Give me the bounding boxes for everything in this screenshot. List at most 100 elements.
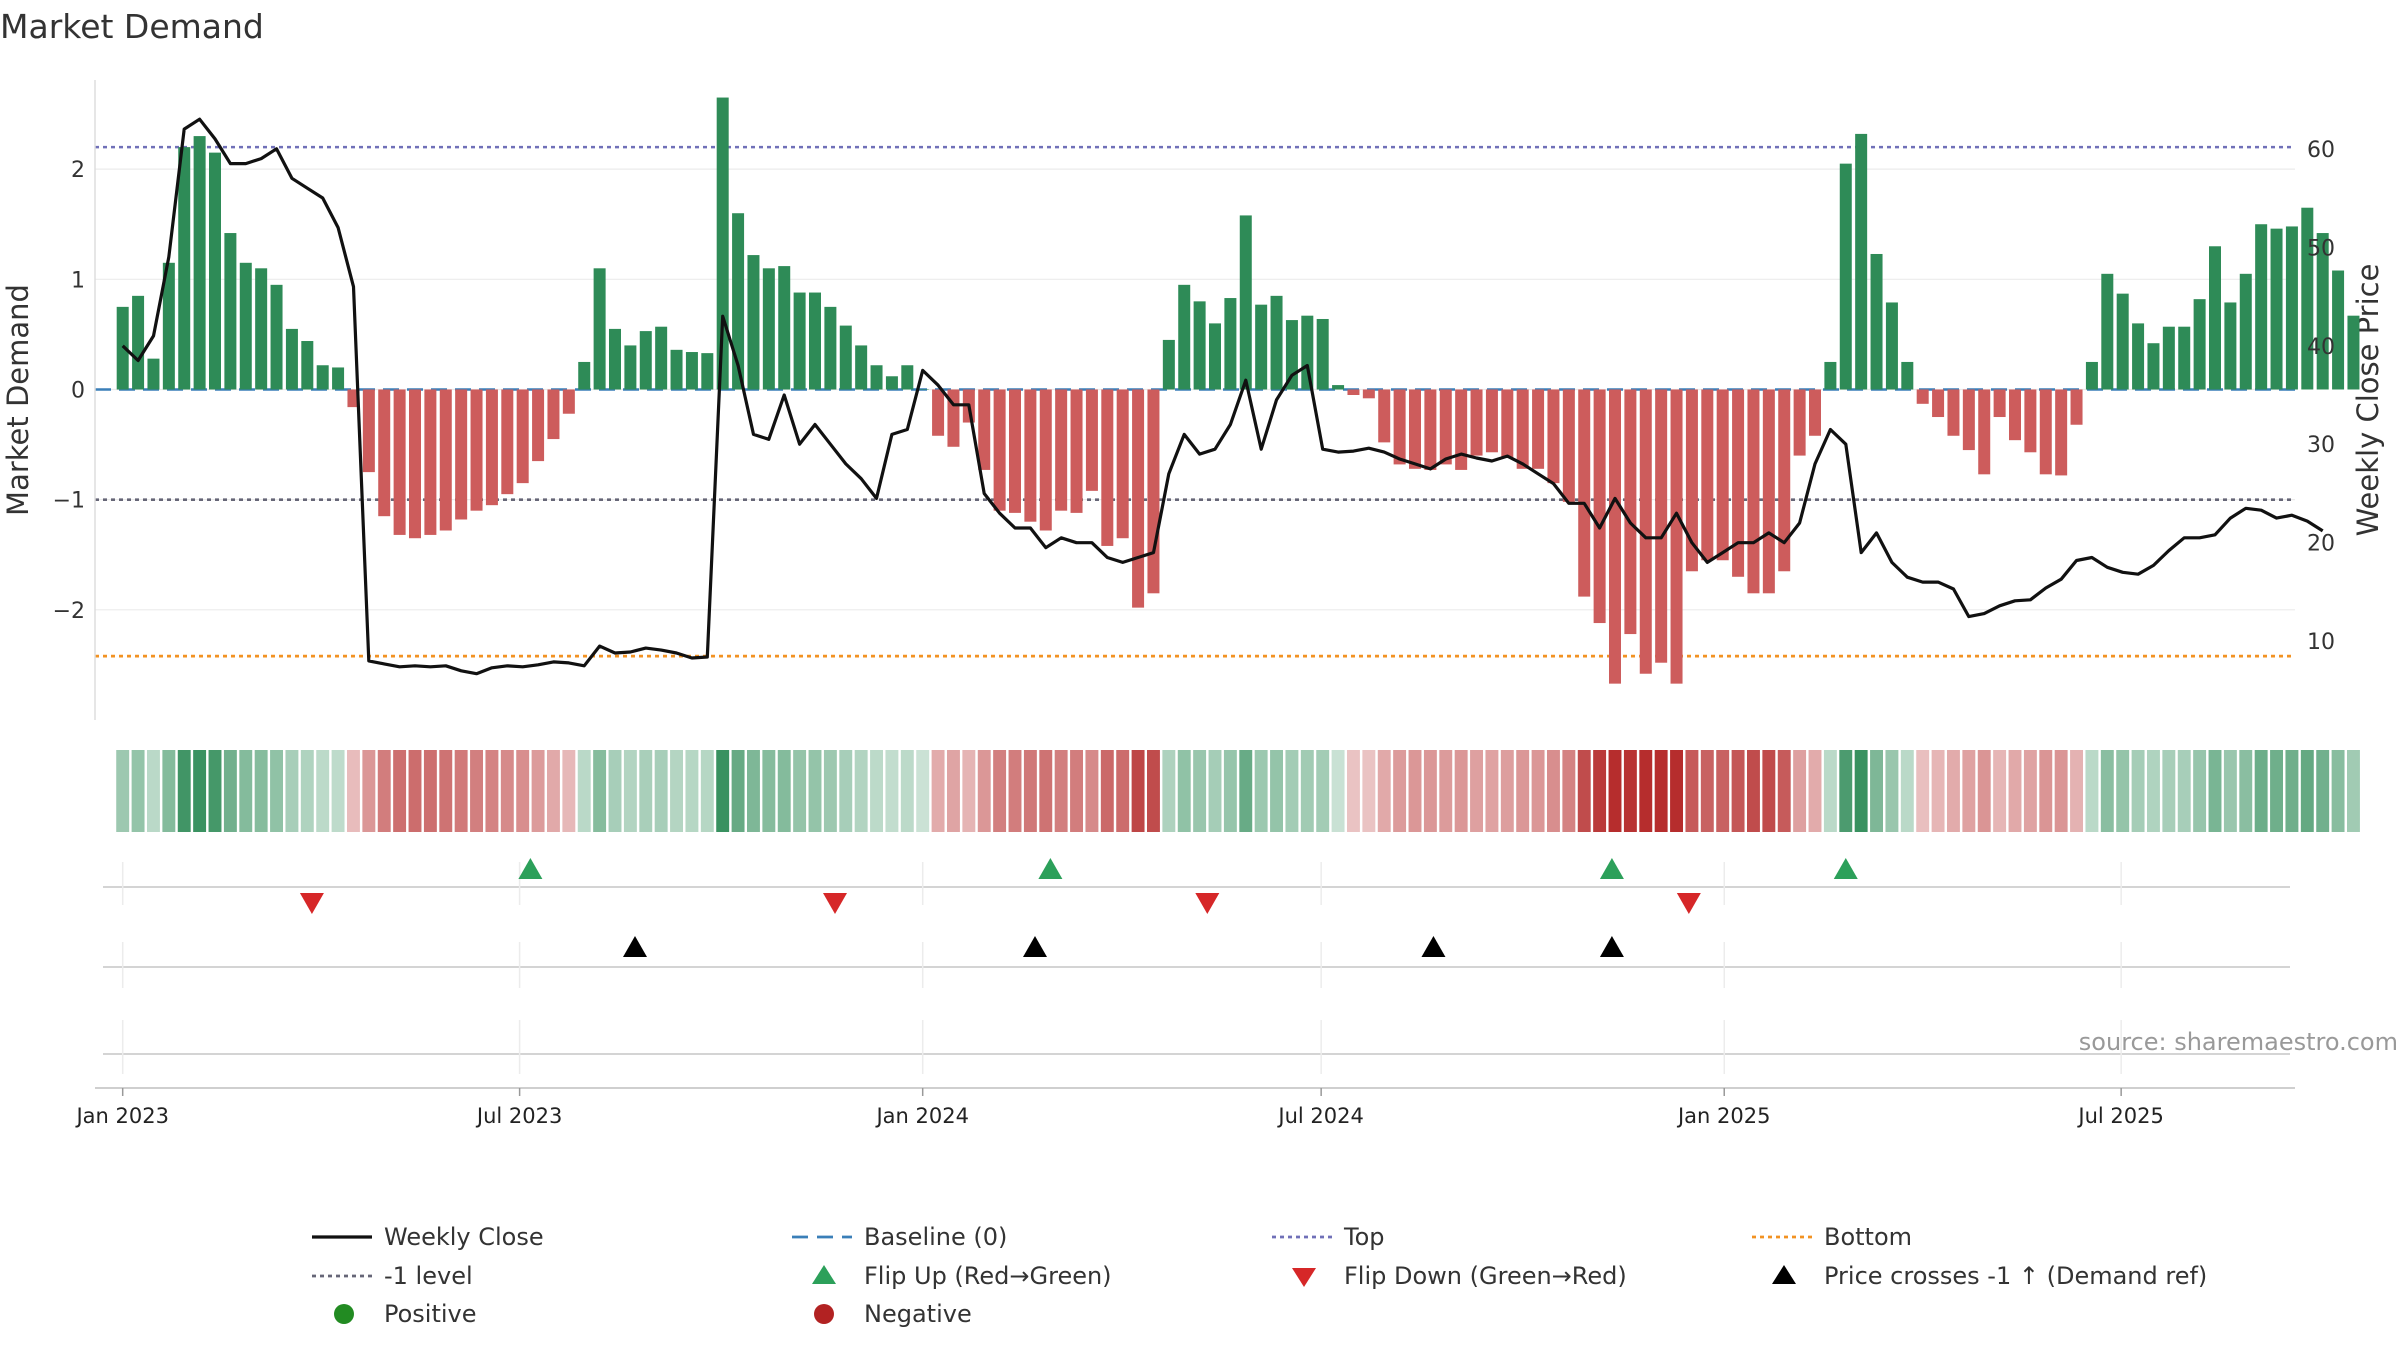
left-tick-label: −1 (53, 489, 85, 514)
heat-cell (577, 750, 591, 832)
negative-bar (1532, 389, 1545, 469)
heat-cell (2316, 750, 2330, 832)
legend-label: Bottom (1824, 1223, 1912, 1251)
heat-cell (1931, 750, 1945, 832)
negative-bar (993, 389, 1006, 511)
positive-bar (685, 352, 698, 390)
negative-bar (1639, 389, 1652, 674)
negative-bar (2024, 389, 2037, 453)
heat-cell (1116, 750, 1130, 832)
positive-bar (2162, 326, 2175, 390)
heat-cell (1916, 750, 1930, 832)
negative-bar (1655, 389, 1668, 663)
negative-bar (1685, 389, 1698, 572)
positive-bar (2209, 246, 2221, 390)
positive-bar (1224, 298, 1237, 390)
legend-label: Weekly Close (384, 1223, 544, 1251)
negative-bar (1624, 389, 1637, 635)
negative-bar (1439, 389, 1452, 465)
heat-cell (2208, 750, 2222, 832)
heat-cell (531, 750, 545, 832)
heat-cell (1085, 750, 1099, 832)
left-tick-label: 1 (71, 268, 85, 293)
right-tick-label: 40 (2307, 335, 2335, 360)
heat-cell (793, 750, 807, 832)
negative-bar (1485, 389, 1498, 453)
heat-cell (1100, 750, 1114, 832)
heat-cell (1716, 750, 1730, 832)
flip-up-marker (1833, 858, 1858, 879)
heat-cell (131, 750, 145, 832)
positive-bar (1870, 253, 1883, 390)
heat-cell (500, 750, 514, 832)
legend-label: -1 level (384, 1262, 473, 1290)
heat-cell (1393, 750, 1407, 832)
negative-bar (1732, 389, 1745, 577)
positive-bar (1855, 133, 1868, 390)
heat-cell (731, 750, 745, 832)
positive-bar (916, 389, 929, 390)
heat-cell (1177, 750, 1191, 832)
positive-bar (578, 361, 591, 390)
flip-up-marker (1599, 858, 1624, 879)
heat-cell (1747, 750, 1760, 832)
positive-bar (332, 367, 345, 390)
flip-down-marker (299, 893, 324, 914)
negative-bar (1562, 389, 1575, 502)
x-tick-label: Jan 2023 (74, 1104, 169, 1128)
negative-bar (1116, 389, 1129, 539)
heat-cell (716, 750, 730, 832)
positive-bar (1209, 323, 1221, 390)
chart-title: Market Demand (0, 7, 264, 46)
positive-bar (2116, 293, 2129, 390)
heat-cell (1362, 750, 1376, 832)
heat-cell (1562, 750, 1576, 832)
positive-bar (870, 365, 883, 390)
positive-bar (1332, 385, 1345, 390)
x-tick-label: Jul 2024 (1276, 1104, 1363, 1128)
heat-cell (162, 750, 176, 832)
positive-bar (147, 358, 160, 390)
negative-bar (1793, 389, 1806, 456)
heat-cell (439, 750, 453, 832)
positive-bar (2316, 233, 2329, 390)
positive-bar (1162, 339, 1175, 390)
left-tick-label: −2 (53, 599, 85, 624)
heat-cell (254, 750, 268, 832)
flip-up-marker (1038, 858, 1063, 879)
positive-bar (2085, 361, 2098, 390)
negative-bar (1362, 389, 1375, 399)
positive-bar (639, 331, 652, 390)
positive-bar (239, 262, 252, 390)
negative-bar (1085, 389, 1098, 491)
positive-bar (716, 97, 729, 390)
legend-swatch-triangle-down (1292, 1268, 1316, 1287)
heat-cell (1793, 750, 1807, 832)
negative-bar (1132, 389, 1145, 608)
event-markers (103, 858, 2290, 1074)
negative-bar (439, 389, 452, 531)
positive-bar (1839, 163, 1852, 390)
heat-cell (1500, 750, 1514, 832)
left-tick-label: 0 (71, 378, 85, 403)
heat-cell (1454, 750, 1468, 832)
heat-cell (670, 750, 683, 832)
flip-down-marker (823, 893, 847, 914)
right-tick-label: 60 (2307, 138, 2335, 163)
heat-cell (485, 750, 499, 832)
positive-bar (2285, 226, 2298, 390)
heat-cell (1285, 750, 1299, 832)
positive-bar (1239, 215, 1252, 390)
positive-bar (2178, 326, 2191, 390)
positive-bar (1255, 304, 1268, 390)
heat-cell (1070, 750, 1083, 832)
negative-bar (1024, 389, 1037, 522)
heat-cell (1593, 750, 1607, 832)
positive-bar (593, 268, 606, 390)
legend-label: Negative (864, 1300, 972, 1328)
heat-cell (1977, 750, 1991, 832)
heat-cell (470, 750, 483, 832)
heat-cell (331, 750, 345, 832)
heat-cell (916, 750, 930, 832)
positive-bar (224, 233, 237, 390)
